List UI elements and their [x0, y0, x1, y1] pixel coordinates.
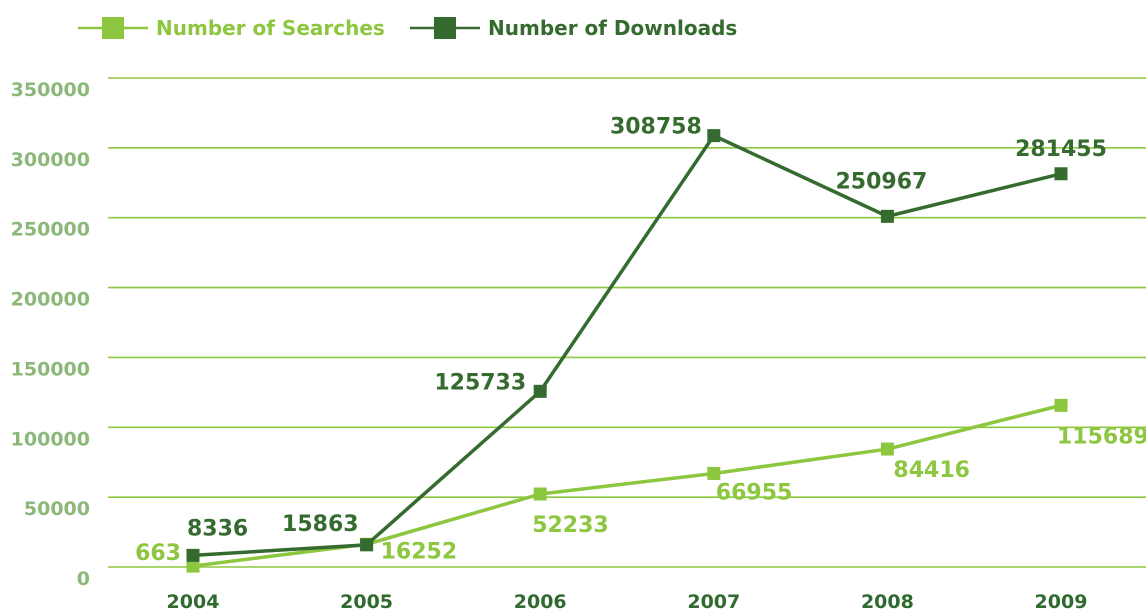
data-label: 663	[135, 541, 181, 566]
data-label: 8336	[187, 516, 248, 541]
legend-label-1: Number of Downloads	[488, 16, 737, 40]
data-point	[707, 129, 721, 143]
y-tick-label: 150000	[11, 358, 90, 380]
y-tick-label: 100000	[11, 428, 90, 450]
series-line-0	[192, 403, 1062, 568]
legend-marker-1	[434, 17, 456, 39]
data-label: 84416	[893, 458, 970, 483]
x-tick-label: 2009	[1035, 591, 1088, 612]
x-tick-label: 2008	[861, 591, 914, 612]
x-tick-label: 2004	[167, 591, 220, 612]
data-point	[880, 442, 894, 456]
data-point	[707, 466, 721, 480]
data-label: 308758	[610, 115, 702, 140]
x-tick-label: 2006	[514, 591, 567, 612]
series-lines	[186, 129, 1068, 573]
data-point	[1054, 167, 1068, 181]
data-point	[533, 384, 547, 398]
data-label: 16252	[381, 539, 458, 564]
data-label: 250967	[835, 169, 927, 194]
y-tick-label: 300000	[11, 149, 90, 171]
data-point	[1054, 398, 1068, 412]
data-label: 125733	[434, 370, 526, 395]
data-label: 281455	[1015, 137, 1107, 162]
y-tick-label: 0	[77, 568, 90, 590]
y-axis-ticks: 0 50000 100000 150000 200000 250000 300000 3500…	[11, 79, 90, 590]
legend-marker-0	[102, 17, 124, 39]
y-tick-label: 50000	[24, 498, 90, 520]
data-point	[186, 559, 200, 573]
data-point	[186, 548, 200, 562]
y-tick-label: 250000	[11, 219, 90, 241]
data-label: 52233	[532, 513, 609, 538]
data-point	[360, 538, 374, 552]
data-labels: 663 16252 52233 66955 84416 115689 8336 15863 12…	[135, 115, 1146, 566]
data-label: 15863	[282, 512, 359, 537]
x-axis-ticks: 2004 2005 2006 2007 2008 2009	[167, 591, 1088, 612]
series-line-1	[192, 133, 1062, 558]
x-tick-label: 2007	[687, 591, 740, 612]
gridlines	[108, 77, 1146, 568]
data-label: 115689	[1057, 424, 1146, 449]
x-tick-label: 2005	[340, 591, 393, 612]
y-tick-label: 350000	[11, 79, 90, 101]
data-label: 66955	[716, 480, 793, 505]
legend: Number of Searches Number of Downloads	[78, 16, 737, 40]
legend-label-0: Number of Searches	[156, 16, 385, 40]
data-point	[533, 487, 547, 501]
data-point	[880, 209, 894, 223]
y-tick-label: 200000	[11, 289, 90, 311]
